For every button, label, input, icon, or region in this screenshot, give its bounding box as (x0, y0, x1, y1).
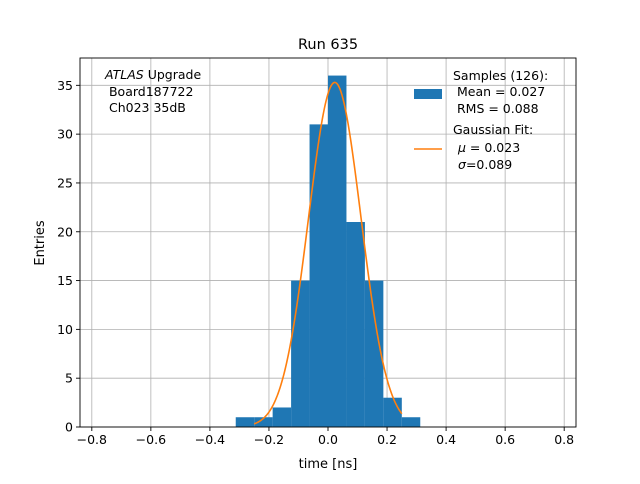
svg-text:μ = 0.023: μ = 0.023 (457, 140, 520, 155)
histogram-bar (254, 417, 273, 427)
legend-fit-sigma-value: =0.089 (466, 157, 512, 172)
y-tick-label: 35 (57, 78, 73, 93)
x-axis-label: time [ns] (299, 457, 358, 472)
y-tick-label: 15 (57, 273, 73, 288)
x-tick-label: −0.4 (195, 432, 225, 447)
atlas-annotation: ATLAS Upgrade Board187722 Ch023 35dB (104, 67, 201, 115)
x-tick-label: 0.0 (318, 432, 338, 447)
y-tick-label: 0 (65, 420, 73, 435)
x-tick-label: −0.2 (254, 432, 284, 447)
x-axis-ticks: −0.8 −0.6 −0.4 −0.2 0.0 0.2 0.4 0.6 0.8 (77, 427, 574, 447)
x-tick-label: 0.6 (495, 432, 515, 447)
legend-fit-sigma-symbol: σ (458, 157, 467, 172)
legend-samples-rms: RMS = 0.088 (453, 101, 539, 116)
y-tick-label: 5 (65, 371, 73, 386)
histogram-bar (291, 280, 310, 427)
legend-samples-mean: Mean = 0.027 (453, 84, 545, 99)
histogram-bar (401, 417, 421, 427)
annotation-italic: ATLAS (104, 67, 144, 82)
y-axis-label: Entries (33, 220, 48, 266)
y-axis-ticks: 0 5 10 15 20 25 30 35 (57, 78, 80, 435)
annotation-channel: Ch023 35dB (105, 100, 186, 115)
x-tick-label: 0.4 (436, 432, 456, 447)
x-tick-label: −0.8 (77, 432, 107, 447)
histogram-bar (235, 417, 255, 427)
histogram-bar (309, 124, 328, 427)
svg-text:ATLAS Upgrade: ATLAS Upgrade (104, 67, 201, 82)
y-tick-label: 10 (57, 322, 73, 337)
annotation-board: Board187722 (105, 84, 193, 99)
x-tick-label: 0.2 (377, 432, 397, 447)
gaussian-fit-line (253, 81, 403, 425)
chart-title: Run 635 (298, 37, 358, 53)
histogram-bar (272, 407, 292, 427)
y-tick-label: 20 (57, 224, 73, 239)
histogram-bar (364, 280, 384, 427)
legend-samples-patch (414, 89, 442, 99)
histogram-bar (328, 75, 347, 428)
y-tick-label: 30 (57, 127, 73, 142)
legend-samples-title: Samples (126): (453, 68, 548, 83)
y-tick-label: 25 (57, 175, 73, 190)
histogram-bar (383, 397, 402, 427)
x-tick-label: −0.6 (136, 432, 166, 447)
svg-text:σ=0.089: σ=0.089 (458, 157, 512, 172)
legend-fit-mu-symbol: μ (457, 140, 466, 155)
legend-fit-title: Gaussian Fit: (453, 122, 533, 137)
x-tick-label: 0.8 (554, 432, 574, 447)
histogram-bar (346, 222, 365, 427)
legend: Samples (126): Mean = 0.027 RMS = 0.088 … (414, 68, 548, 172)
legend-fit-mu-value: = 0.023 (466, 140, 520, 155)
annotation-upgrade: Upgrade (144, 67, 202, 82)
